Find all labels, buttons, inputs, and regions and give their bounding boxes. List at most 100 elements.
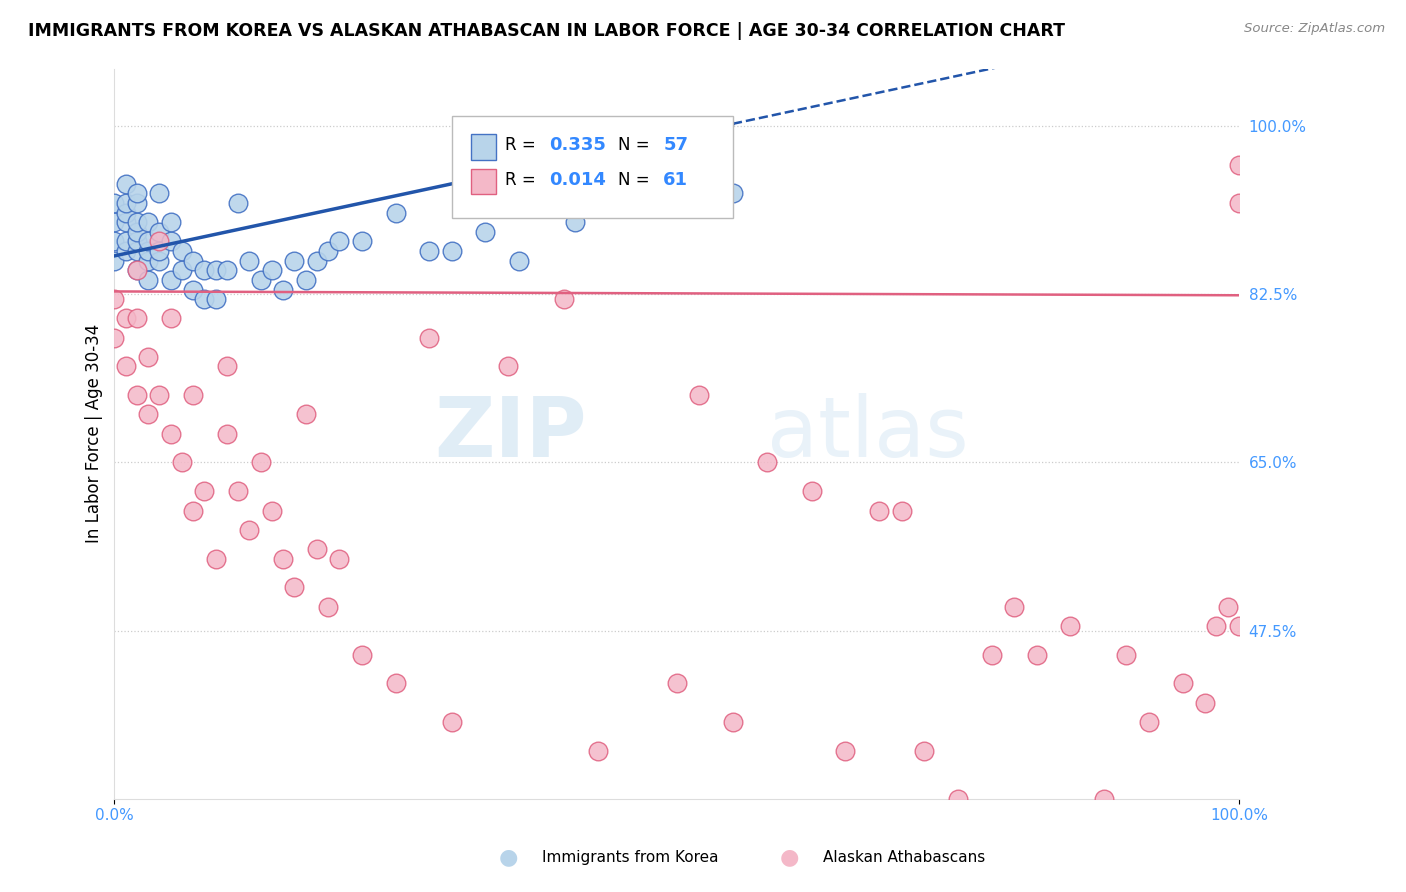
Point: [316, 244, 339, 258]
Point: [946, 791, 969, 805]
Point: [553, 292, 575, 306]
Point: [800, 484, 823, 499]
Point: [294, 273, 316, 287]
Text: Source: ZipAtlas.com: Source: ZipAtlas.com: [1244, 22, 1385, 36]
Point: [136, 408, 159, 422]
Text: ●: ●: [498, 847, 517, 867]
Point: [148, 388, 170, 402]
Point: [1227, 196, 1250, 211]
Point: [226, 196, 249, 211]
Point: [204, 551, 226, 566]
Point: [159, 215, 181, 229]
Point: [159, 235, 181, 249]
Point: [755, 455, 778, 469]
Point: [181, 388, 204, 402]
Point: [890, 503, 912, 517]
Point: [193, 484, 215, 499]
Point: [868, 503, 890, 517]
Point: [316, 599, 339, 614]
Text: atlas: atlas: [766, 393, 969, 475]
Point: [148, 253, 170, 268]
Text: 57: 57: [664, 136, 688, 153]
Point: [350, 648, 373, 662]
Point: [1059, 619, 1081, 633]
Point: [249, 273, 271, 287]
Point: [1025, 648, 1047, 662]
Point: [1227, 158, 1250, 172]
Point: [834, 744, 856, 758]
Point: [418, 330, 440, 344]
Text: R =: R =: [505, 170, 541, 189]
Point: [328, 235, 350, 249]
Bar: [471, 169, 496, 194]
Point: [271, 283, 294, 297]
Point: [114, 235, 136, 249]
Point: [249, 455, 271, 469]
Point: [136, 215, 159, 229]
Point: [215, 359, 238, 374]
Point: [114, 215, 136, 229]
Point: [564, 215, 586, 229]
Point: [912, 744, 935, 758]
Point: [181, 503, 204, 517]
Point: [103, 253, 125, 268]
Text: IMMIGRANTS FROM KOREA VS ALASKAN ATHABASCAN IN LABOR FORCE | AGE 30-34 CORRELATI: IMMIGRANTS FROM KOREA VS ALASKAN ATHABAS…: [28, 22, 1066, 40]
Point: [271, 551, 294, 566]
Point: [1205, 619, 1227, 633]
Point: [1137, 714, 1160, 729]
Point: [181, 283, 204, 297]
Point: [204, 292, 226, 306]
Point: [114, 177, 136, 191]
Point: [586, 744, 609, 758]
Text: 0.014: 0.014: [550, 170, 606, 189]
Point: [125, 388, 148, 402]
Point: [125, 186, 148, 201]
Point: [193, 263, 215, 277]
Point: [1092, 791, 1115, 805]
Point: [350, 235, 373, 249]
Point: [159, 273, 181, 287]
Text: Alaskan Athabascans: Alaskan Athabascans: [823, 850, 986, 864]
Point: [305, 253, 328, 268]
Point: [496, 359, 519, 374]
Point: [148, 235, 170, 249]
Point: [125, 311, 148, 326]
Point: [136, 244, 159, 258]
Point: [103, 292, 125, 306]
Text: 0.335: 0.335: [550, 136, 606, 153]
Text: Immigrants from Korea: Immigrants from Korea: [541, 850, 718, 864]
Point: [328, 551, 350, 566]
Point: [1002, 599, 1025, 614]
Point: [170, 455, 193, 469]
Point: [215, 426, 238, 441]
Point: [508, 253, 530, 268]
Text: R =: R =: [505, 136, 541, 153]
Point: [159, 426, 181, 441]
Point: [980, 648, 1002, 662]
Point: [1171, 676, 1194, 690]
Point: [136, 253, 159, 268]
Point: [283, 580, 305, 594]
Point: [204, 263, 226, 277]
Point: [283, 253, 305, 268]
Point: [238, 523, 260, 537]
Point: [226, 484, 249, 499]
Point: [103, 330, 125, 344]
Point: [1115, 648, 1137, 662]
Point: [125, 215, 148, 229]
Point: [294, 408, 316, 422]
Point: [384, 205, 406, 219]
Point: [148, 186, 170, 201]
Point: [125, 235, 148, 249]
FancyBboxPatch shape: [451, 116, 733, 219]
Point: [114, 196, 136, 211]
Point: [474, 225, 496, 239]
Point: [136, 350, 159, 364]
Text: N =: N =: [619, 136, 655, 153]
Point: [103, 235, 125, 249]
Point: [215, 263, 238, 277]
Text: ZIP: ZIP: [434, 393, 586, 475]
Text: N =: N =: [619, 170, 655, 189]
Point: [181, 253, 204, 268]
Point: [136, 235, 159, 249]
